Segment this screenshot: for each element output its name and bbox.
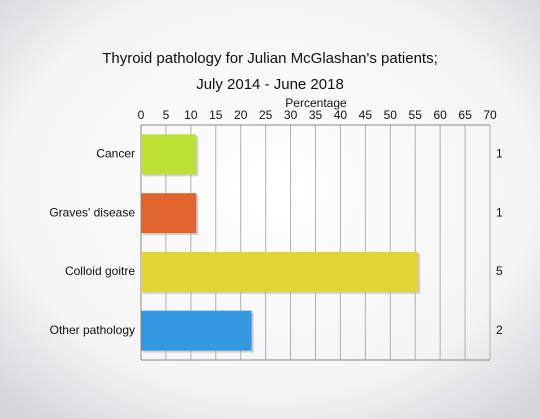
x-tick-label: 50	[384, 108, 398, 122]
x-tick-label: 40	[334, 108, 348, 122]
chart-title: July 2014 - June 2018	[196, 76, 344, 93]
bar	[141, 193, 197, 234]
count-label: 2	[496, 323, 503, 337]
x-tick-label: 20	[234, 108, 248, 122]
x-tick-label: 65	[458, 108, 472, 122]
x-tick-label: 55	[409, 108, 423, 122]
chart-title: Thyroid pathology for Julian McGlashan's…	[102, 50, 438, 67]
bar	[141, 251, 419, 292]
x-tick-label: 60	[433, 108, 447, 122]
x-tick-label: 45	[359, 108, 373, 122]
x-tick-label: 10	[184, 108, 198, 122]
x-tick-label: 0	[138, 108, 145, 122]
x-tick-label: 25	[259, 108, 273, 122]
y-tick-label: Colloid goitre	[65, 264, 135, 278]
count-label: 1	[496, 205, 503, 219]
x-tick-label: 5	[163, 108, 170, 122]
bar	[141, 310, 252, 351]
y-tick-label: Cancer	[96, 147, 135, 161]
bar	[141, 134, 197, 175]
y-tick-label: Other pathology	[50, 323, 135, 337]
count-label: 1	[496, 147, 503, 161]
x-tick-label: 70	[483, 108, 497, 122]
count-label: 5	[496, 264, 503, 278]
y-tick-label: Graves' disease	[49, 205, 135, 219]
x-axis-title: Percentage	[285, 96, 347, 110]
x-tick-label: 35	[309, 108, 323, 122]
x-tick-label: 15	[209, 108, 223, 122]
x-tick-label: 30	[284, 108, 298, 122]
